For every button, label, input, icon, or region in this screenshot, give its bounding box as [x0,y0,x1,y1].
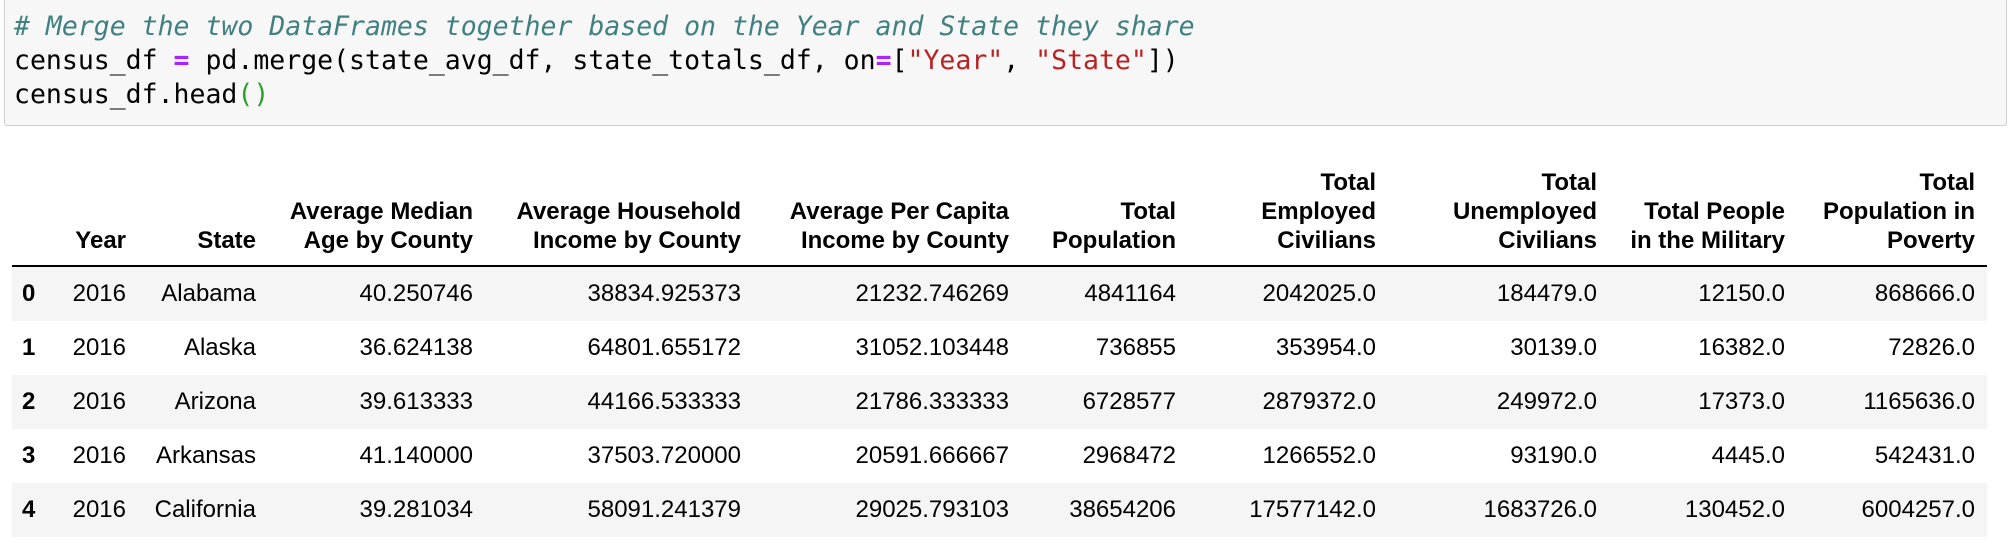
table-cell: 2016 [72,496,126,523]
table-cell: 2016 [72,334,126,361]
code-line-head: census_df.head() [14,79,270,110]
table-cell: 249972.0 [1496,388,1597,415]
table-cell: 1165636.0 [1863,388,1975,415]
row-index: 4 [22,496,36,523]
table-cell: 58091.241379 [587,496,742,523]
column-header: Average Median Age by County [268,168,485,267]
table-cell: 1683726.0 [1483,496,1597,523]
cell-output: Year State Average Median Age by County … [12,168,1987,537]
column-header: Total People in the Military [1609,168,1797,267]
table-cell: 542431.0 [1874,442,1975,469]
table-cell: 1266552.0 [1262,442,1376,469]
index-header [12,168,48,267]
table-cell: 2016 [72,280,126,307]
column-header: State [138,168,268,267]
table-cell: 44166.533333 [587,388,742,415]
table-cell: 16382.0 [1698,334,1785,361]
table-row: 2 2016 Arizona 39.613333 44166.533333 21… [12,375,1987,429]
table-cell: 868666.0 [1874,280,1975,307]
column-header: Total Population [1021,168,1188,267]
table-row: 0 2016 Alabama 40.250746 38834.925373 21… [12,266,1987,321]
code-cell[interactable]: # Merge the two DataFrames together base… [4,0,2007,126]
row-index: 2 [22,388,36,415]
code-editor[interactable]: # Merge the two DataFrames together base… [14,10,1195,112]
table-cell: 93190.0 [1510,442,1597,469]
table-cell: 39.281034 [359,496,473,523]
table-cell: Arkansas [155,442,256,469]
table-cell: 31052.103448 [855,334,1010,361]
row-index: 0 [22,280,36,307]
column-header: Total Population in Poverty [1797,168,1987,267]
table-cell: Alabama [161,280,256,307]
table-cell: Alaska [183,334,256,361]
table-cell: 2968472 [1082,442,1176,469]
table-cell: 21232.746269 [855,280,1010,307]
table-cell: 4445.0 [1711,442,1785,469]
table-cell: 4841164 [1084,280,1176,307]
table-cell: 72826.0 [1888,334,1975,361]
code-comment: # Merge the two DataFrames together base… [14,11,1195,42]
row-index: 1 [22,334,36,361]
table-row: 4 2016 California 39.281034 58091.241379… [12,483,1987,537]
column-header: Total Unemployed Civilians [1388,168,1609,267]
table-cell: 2879372.0 [1262,388,1376,415]
dataframe-table: Year State Average Median Age by County … [12,168,1987,537]
table-cell: 353954.0 [1275,334,1376,361]
table-cell: 37503.720000 [587,442,742,469]
table-cell: 40.250746 [359,280,473,307]
column-header: Average Household Income by County [485,168,753,267]
table-cell: 130452.0 [1684,496,1785,523]
table-cell: Arizona [174,388,256,415]
table-cell: 184479.0 [1496,280,1597,307]
table-cell: 736855 [1095,334,1176,361]
table-cell: 64801.655172 [587,334,742,361]
table-cell: 41.140000 [359,442,473,469]
table-header-row: Year State Average Median Age by County … [12,168,1987,267]
table-row: 1 2016 Alaska 36.624138 64801.655172 310… [12,321,1987,375]
table-cell: 20591.666667 [855,442,1010,469]
column-header: Year [48,168,138,267]
table-cell: 39.613333 [359,388,473,415]
table-cell: 38654206 [1069,496,1176,523]
table-cell: California [154,496,256,523]
row-index: 3 [22,442,36,469]
table-cell: 6728577 [1082,388,1176,415]
table-cell: 17577142.0 [1249,496,1376,523]
table-cell: 38834.925373 [587,280,742,307]
table-cell: 12150.0 [1698,280,1785,307]
table-cell: 6004257.0 [1861,496,1975,523]
code-line-merge: census_df = pd.merge(state_avg_df, state… [14,45,1179,76]
table-cell: 21786.333333 [855,388,1010,415]
table-cell: 29025.793103 [855,496,1010,523]
table-cell: 17373.0 [1698,388,1785,415]
table-cell: 36.624138 [359,334,473,361]
column-header: Total Employed Civilians [1188,168,1388,267]
table-cell: 30139.0 [1510,334,1597,361]
column-header: Average Per Capita Income by County [753,168,1021,267]
table-row: 3 2016 Arkansas 41.140000 37503.720000 2… [12,429,1987,483]
table-cell: 2016 [72,442,126,469]
table-cell: 2016 [72,388,126,415]
table-cell: 2042025.0 [1262,280,1376,307]
